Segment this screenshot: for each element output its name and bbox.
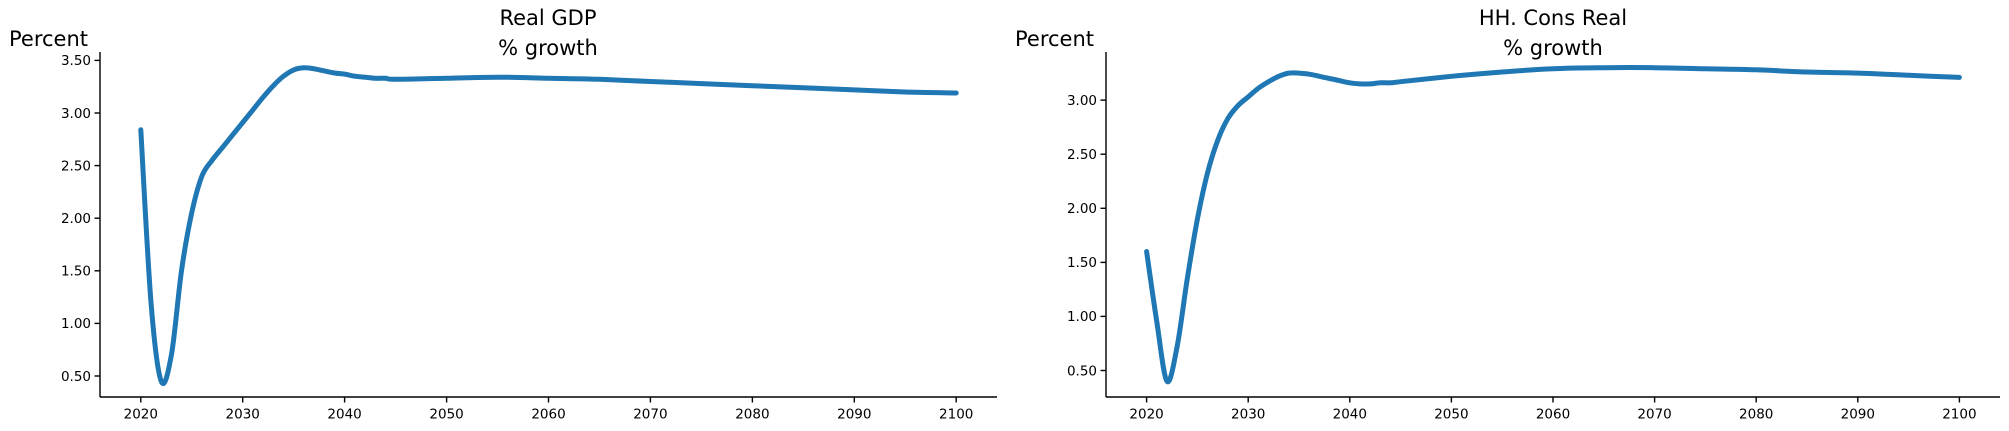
x-tick-label: 2030 bbox=[1231, 407, 1265, 423]
x-tick-label: 2100 bbox=[1942, 407, 1976, 423]
y-tick-label: 3.00 bbox=[61, 106, 91, 122]
chart-0-plot: 2020 2030 2040 2050 2060 2070 2080 2090 2100 0.50… bbox=[61, 52, 997, 423]
x-tick-label: 2030 bbox=[226, 407, 260, 423]
y-tick-label: 0.50 bbox=[61, 369, 91, 385]
x-tick-label: 2080 bbox=[735, 407, 769, 423]
y-tick-label: 2.00 bbox=[1067, 201, 1097, 217]
y-tick-label: 2.50 bbox=[61, 158, 91, 174]
y-tick-label: 2.50 bbox=[1067, 147, 1097, 163]
x-tick-label: 2070 bbox=[633, 407, 667, 423]
x-tick-label: 2070 bbox=[1637, 407, 1671, 423]
x-tick-label: 2060 bbox=[1536, 407, 1570, 423]
y-axis-label-right: Percent bbox=[1015, 27, 1095, 51]
y-tick-label: 1.50 bbox=[61, 264, 91, 280]
y-tick-label: 3.00 bbox=[1067, 93, 1097, 109]
chart-1-plot: 2020 2030 2040 2050 2060 2070 2080 2090 2100 0.50… bbox=[1067, 52, 2000, 423]
x-tick-label: 2080 bbox=[1739, 407, 1773, 423]
real-gdp-growth-line bbox=[138, 65, 959, 386]
x-tick-label: 2020 bbox=[124, 407, 158, 423]
y-tick-label: 1.00 bbox=[1067, 309, 1097, 325]
x-tick-label: 2050 bbox=[429, 407, 463, 423]
y-tick-label: 2.00 bbox=[61, 211, 91, 227]
y-tick-label: 0.50 bbox=[1067, 363, 1097, 379]
x-tick-label: 2040 bbox=[327, 407, 361, 423]
x-tick-label: 2090 bbox=[1841, 407, 1875, 423]
y-tick-label: 1.50 bbox=[1067, 255, 1097, 271]
y-tick-label: 3.50 bbox=[61, 53, 91, 69]
y-tick-label: 1.00 bbox=[61, 316, 91, 332]
hh-cons-growth-line bbox=[1144, 65, 1962, 385]
chart-title-real-gdp: Real GDP % growth bbox=[498, 6, 598, 60]
x-tick-label: 2050 bbox=[1434, 407, 1468, 423]
x-tick-label: 2090 bbox=[837, 407, 871, 423]
y-axis-label-left: Percent bbox=[9, 27, 89, 51]
x-tick-label: 2060 bbox=[531, 407, 565, 423]
x-tick-label: 2100 bbox=[939, 407, 973, 423]
x-tick-label: 2020 bbox=[1129, 407, 1163, 423]
chart-title-hh-cons-real: HH. Cons Real % growth bbox=[1478, 6, 1628, 60]
x-tick-label: 2040 bbox=[1333, 407, 1367, 423]
